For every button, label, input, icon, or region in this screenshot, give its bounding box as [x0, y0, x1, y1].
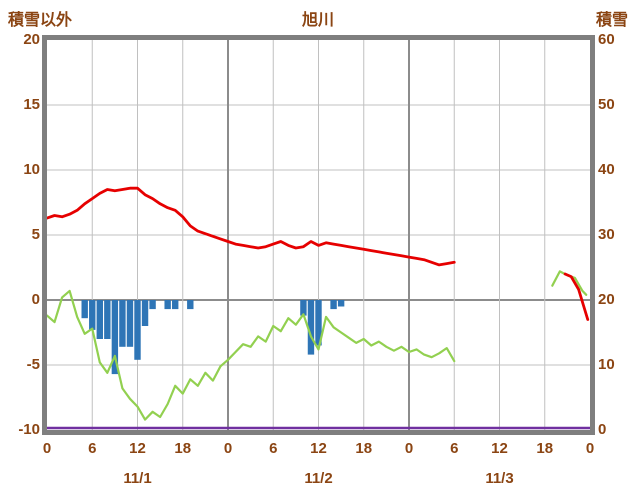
right-axis-title: 積雪	[595, 12, 628, 29]
chart-frame	[42, 35, 595, 435]
red-line-main	[45, 186, 456, 267]
x-hour-tick: 18	[174, 440, 192, 457]
right-axis-tick: 60	[598, 31, 615, 48]
left-axis-tick: -5	[26, 356, 40, 373]
x-date-label: 11/3	[485, 470, 514, 487]
precipitation-bars	[330, 300, 337, 310]
precipitation-bars	[111, 300, 119, 375]
x-hour-tick: 0	[42, 440, 52, 457]
precipitation-bars	[300, 300, 307, 316]
x-hour-tick: 12	[491, 440, 508, 457]
x-hour-tick: 6	[88, 440, 97, 457]
x-hour-tick: 6	[269, 440, 278, 457]
precipitation-bars	[172, 300, 179, 310]
green-line-main	[45, 289, 456, 421]
x-hour-tick: 12	[310, 440, 327, 457]
right-axis-tick: 20	[598, 291, 615, 308]
x-hour-tick: 12	[129, 440, 146, 457]
left-axis-title: 積雪以外	[8, 12, 73, 29]
precipitation-bars	[96, 300, 103, 339]
left-axis-tick: 0	[31, 291, 40, 308]
precipitation-bars	[187, 300, 194, 310]
red-line-late	[563, 272, 590, 321]
precipitation-bars	[337, 300, 345, 307]
left-axis-tick: 5	[31, 226, 40, 243]
left-axis-tick: 10	[23, 161, 40, 178]
x-hour-tick: 6	[450, 440, 459, 457]
left-axis-tick: -10	[18, 421, 40, 438]
left-axis-tick: 15	[23, 96, 40, 113]
x-hour-tick: 18	[355, 440, 373, 457]
right-axis-tick: 0	[598, 421, 607, 438]
precipitation-bars	[104, 300, 111, 339]
x-hour-tick: 0	[585, 440, 595, 457]
precipitation-bars	[141, 300, 149, 326]
precipitation-bars	[81, 300, 88, 319]
x-hour-tick: 0	[223, 440, 233, 457]
right-axis-tick: 50	[598, 96, 615, 113]
precipitation-bars	[149, 300, 156, 310]
precipitation-bars	[89, 300, 96, 330]
x-hour-tick: 0	[404, 440, 414, 457]
right-axis-tick: 10	[598, 356, 615, 373]
precipitation-bars	[164, 300, 171, 310]
x-date-label: 11/1	[123, 470, 152, 487]
precipitation-bars	[315, 300, 322, 346]
precipitation-bars	[134, 300, 141, 360]
precipitation-bars	[126, 300, 134, 347]
x-date-label: 11/2	[304, 470, 333, 487]
right-axis-tick: 30	[598, 226, 615, 243]
precipitation-bars	[307, 300, 315, 355]
precipitation-bars	[119, 300, 126, 347]
right-axis-tick: 40	[598, 161, 615, 178]
left-axis-tick: 20	[23, 31, 40, 48]
x-hour-tick: 18	[536, 440, 554, 457]
